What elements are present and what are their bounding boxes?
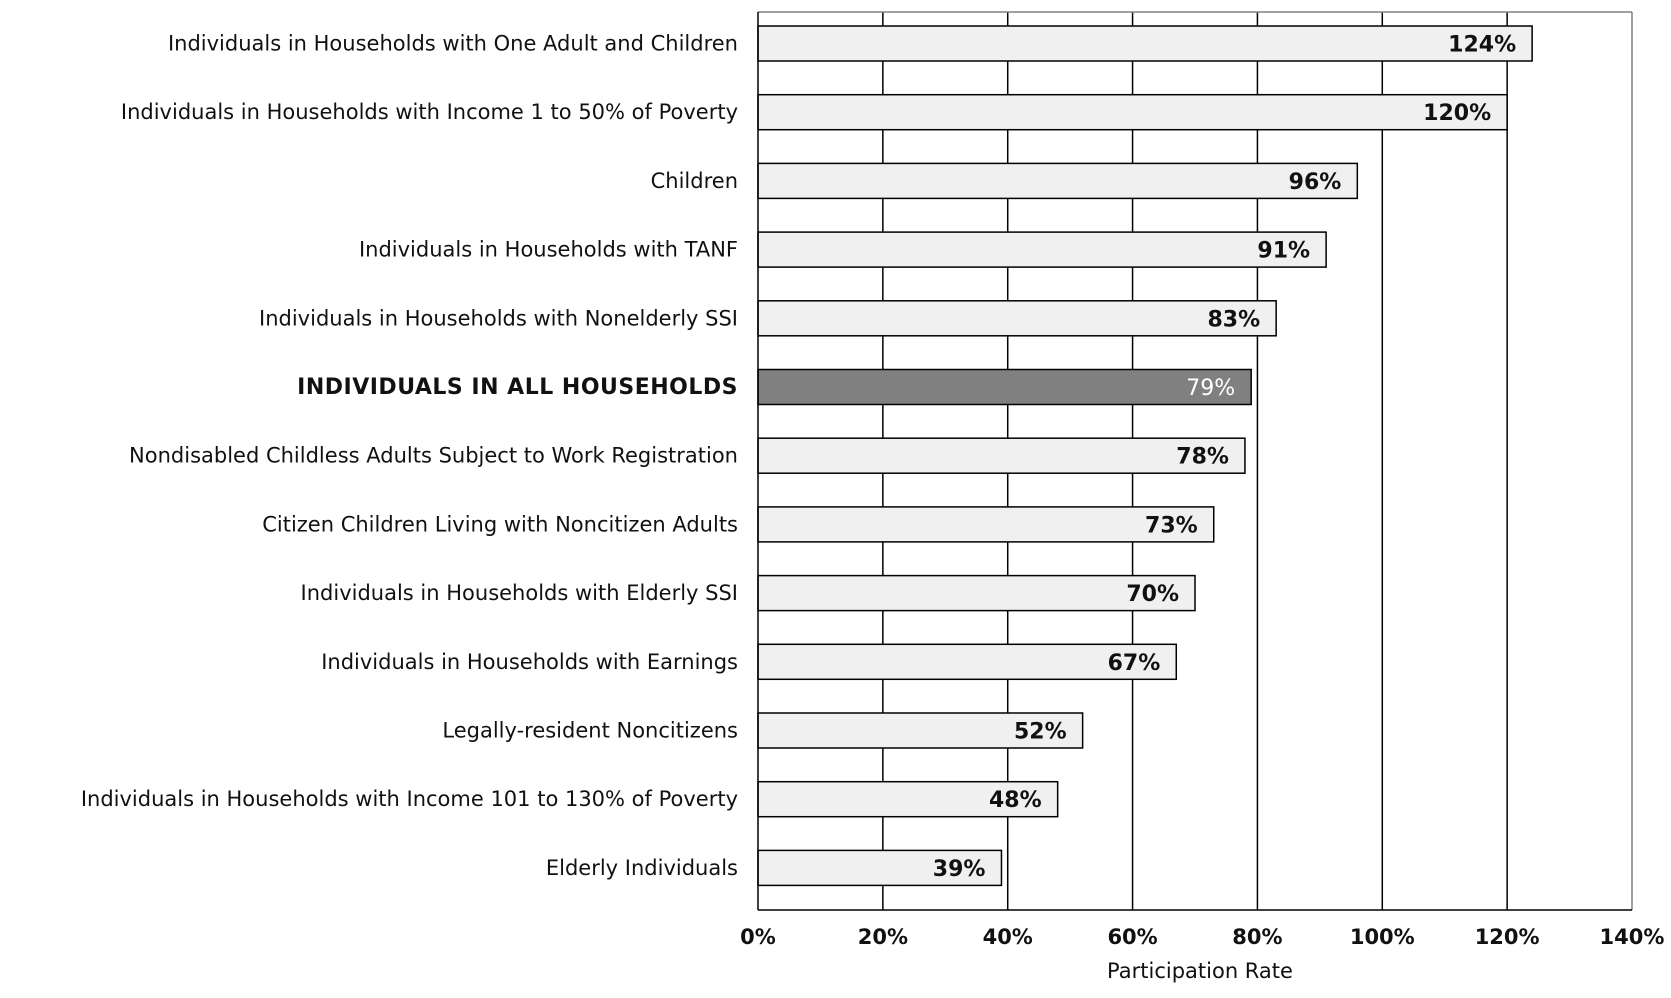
category-label: Individuals in Households with Income 1 …: [121, 100, 738, 124]
x-tick-label: 140%: [1600, 925, 1665, 949]
category-label: Individuals in Households with TANF: [359, 238, 738, 262]
value-label: 91%: [1257, 239, 1310, 264]
x-tick-label: 20%: [858, 925, 908, 949]
value-label: 96%: [1289, 170, 1342, 195]
category-label: Elderly Individuals: [546, 856, 738, 880]
bar: [757, 506, 1215, 543]
bar: [757, 780, 1059, 818]
category-label: Citizen Children Living with Noncitizen …: [262, 512, 738, 536]
value-label: 124%: [1448, 33, 1516, 58]
plot-frame: [757, 11, 1633, 911]
bar: [757, 25, 1533, 62]
bar: [757, 162, 1359, 200]
value-label: 120%: [1423, 101, 1491, 126]
bar: [757, 849, 1003, 887]
value-label: 73%: [1145, 513, 1198, 538]
bars: [757, 25, 1533, 887]
x-axis-ticks: 0% 20% 40% 60% 80% 100% 120% 140%: [740, 925, 1664, 949]
category-label: Individuals in Households with Elderly S…: [301, 581, 738, 605]
bar: [757, 93, 1508, 131]
x-tick-label: 120%: [1475, 925, 1540, 949]
category-label: Individuals in Households with Income 10…: [81, 787, 738, 811]
category-label: Children: [651, 169, 738, 193]
value-label: 52%: [1014, 720, 1067, 745]
x-tick-label: 0%: [740, 925, 776, 949]
value-label: 70%: [1126, 582, 1179, 607]
category-label: Nondisabled Childless Adults Subject to …: [129, 444, 738, 468]
category-label: Individuals in Households with One Adult…: [168, 32, 738, 56]
value-label: 79%: [1186, 376, 1235, 401]
bar: [757, 231, 1327, 268]
category-label: INDIVIDUALS IN ALL HOUSEHOLDS: [297, 375, 738, 400]
x-tick-label: 40%: [983, 925, 1033, 949]
bar: [757, 437, 1246, 474]
value-label: 78%: [1176, 445, 1229, 470]
category-label: Legally-resident Noncitizens: [442, 719, 738, 743]
value-label: 39%: [933, 857, 986, 882]
x-axis-title: Participation Rate: [1107, 959, 1293, 983]
category-label: Individuals in Households with Earnings: [321, 650, 738, 674]
category-labels: Individuals in Households with One Adult…: [81, 32, 738, 880]
value-label: 83%: [1207, 307, 1260, 332]
x-tick-label: 60%: [1107, 925, 1157, 949]
bar: [757, 712, 1084, 749]
value-label: 48%: [989, 788, 1042, 813]
category-label: Individuals in Households with Nonelderl…: [259, 306, 738, 330]
bar: [757, 368, 1252, 406]
value-labels: 124% 120% 96% 91% 83% 79% 78% 73% 70% 67% 52% 48% 39…: [933, 33, 1516, 882]
bar: [757, 300, 1277, 337]
value-label: 67%: [1108, 651, 1161, 676]
x-tick-label: 80%: [1232, 925, 1282, 949]
x-tick-label: 100%: [1350, 925, 1415, 949]
bar: [757, 643, 1178, 681]
